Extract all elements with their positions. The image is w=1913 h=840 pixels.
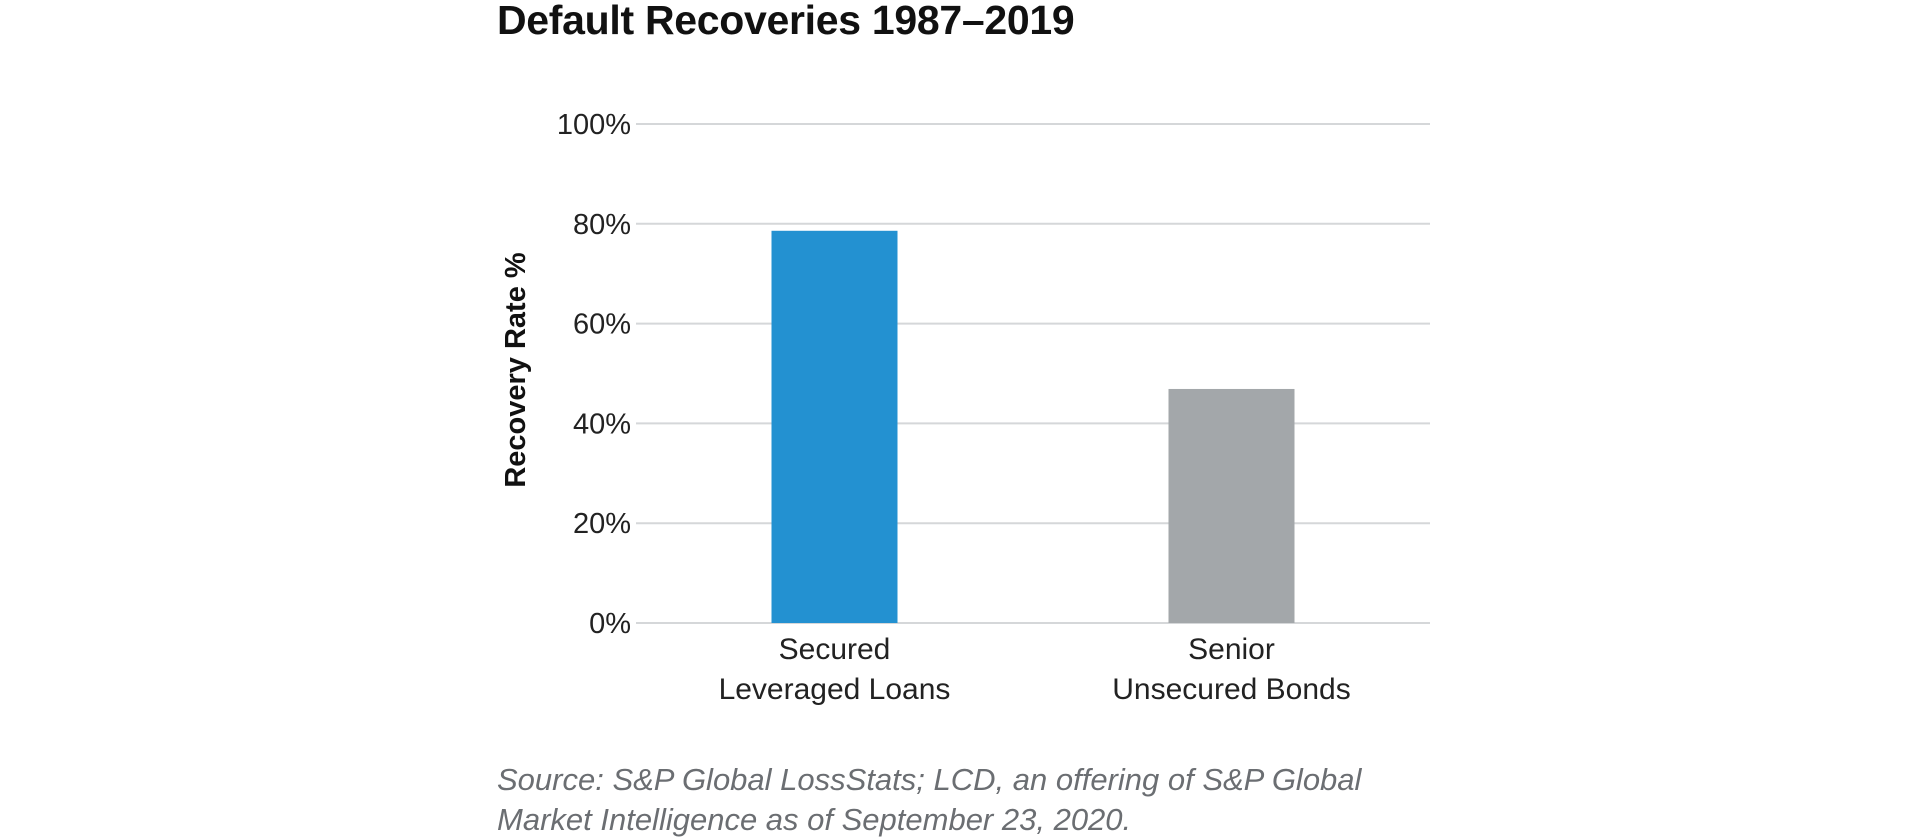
bars bbox=[771, 230, 1295, 623]
x-axis-category-labels: Secured Leveraged Loans Senior Unsecured Bo… bbox=[719, 633, 1351, 706]
y-tick-label: 20% bbox=[573, 508, 631, 540]
y-axis-tick-labels: 0% 20% 40% 60% 80% 100% bbox=[557, 109, 631, 640]
y-tick-label: 80% bbox=[573, 209, 631, 241]
y-tick-label: 60% bbox=[573, 309, 631, 341]
gridlines bbox=[636, 123, 1430, 624]
y-axis-label: Recovery Rate % bbox=[500, 252, 532, 488]
bar bbox=[1168, 388, 1295, 623]
chart-source-note: Source: S&P Global LossStats; LCD, an of… bbox=[497, 762, 1362, 837]
x-category-label: Secured Leveraged Loans bbox=[719, 633, 951, 706]
chart-title: Default Recoveries 1987–2019 bbox=[497, 0, 1075, 43]
x-category-label: Senior Unsecured Bonds bbox=[1112, 633, 1350, 706]
y-tick-label: 100% bbox=[557, 109, 631, 141]
y-tick-label: 0% bbox=[589, 608, 631, 640]
y-tick-label: 40% bbox=[573, 408, 631, 440]
bar bbox=[771, 230, 898, 623]
